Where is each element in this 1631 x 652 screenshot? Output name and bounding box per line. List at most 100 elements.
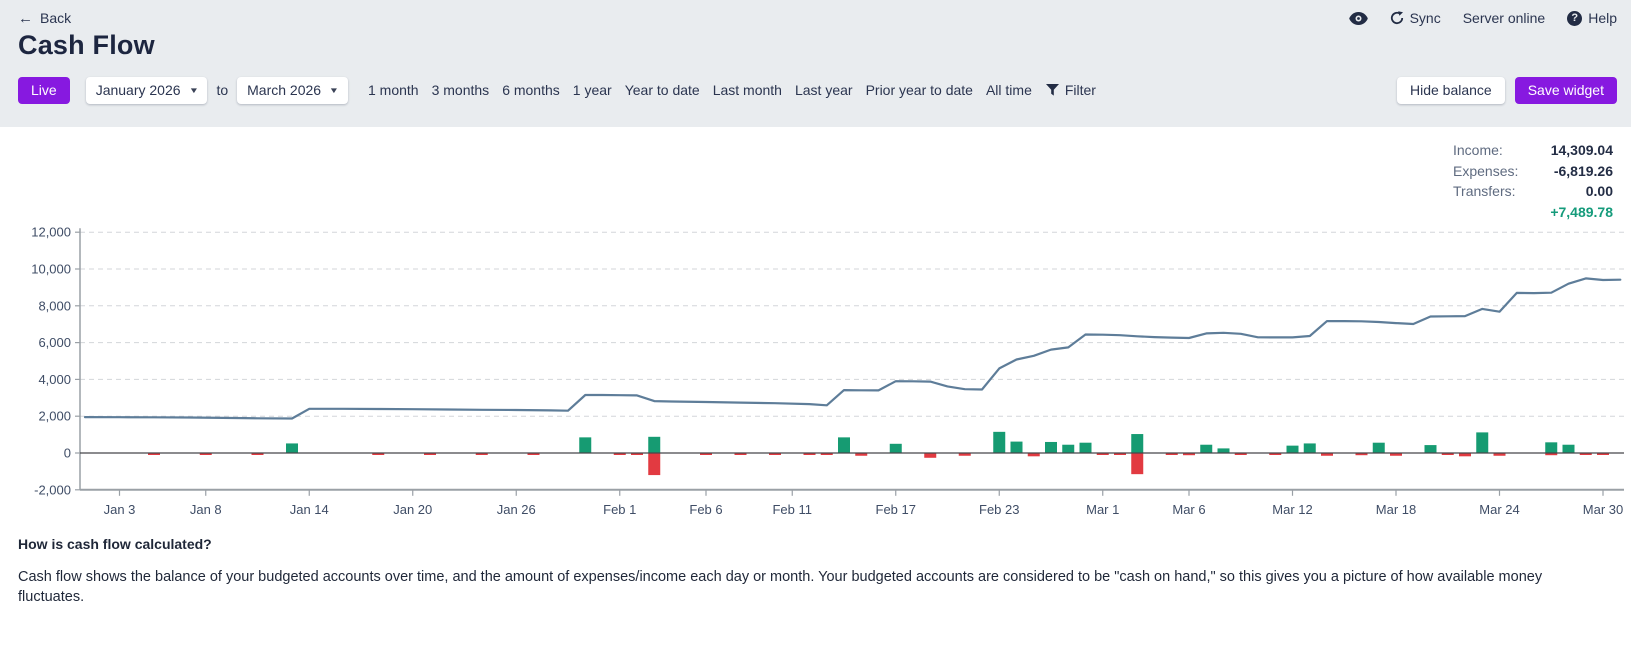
help-button[interactable]: ? Help	[1567, 10, 1617, 26]
range-link-prior-year-to-date[interactable]: Prior year to date	[865, 82, 973, 98]
balance-line	[83, 277, 1622, 420]
sync-button[interactable]: Sync	[1390, 10, 1441, 26]
summary-row: Transfers: 0.00	[1453, 181, 1613, 202]
report-toolbar: Live January 2026 ▼ to March 2026 ▼ 1 mo…	[18, 76, 1617, 104]
to-month-value: March 2026	[247, 82, 322, 98]
range-link-6-months[interactable]: 6 months	[502, 82, 560, 98]
explainer-heading: How is cash flow calculated?	[18, 536, 212, 552]
range-link-last-year[interactable]: Last year	[794, 82, 853, 98]
sync-label: Sync	[1409, 10, 1441, 26]
income-bar	[1062, 444, 1075, 453]
expenses-bar	[527, 453, 540, 455]
x-axis-label: Mar 30	[1583, 502, 1623, 517]
summary-row: Expenses: -6,819.26	[1453, 161, 1613, 182]
range-link-1-year[interactable]: 1 year	[572, 82, 612, 98]
range-link-year-to-date[interactable]: Year to date	[624, 82, 700, 98]
income-bar	[1079, 442, 1092, 453]
summary-label: Expenses:	[1453, 162, 1519, 179]
help-label: Help	[1588, 10, 1617, 26]
expenses-bar	[855, 453, 868, 456]
expenses-bar	[1114, 453, 1126, 455]
live-button[interactable]: Live	[18, 76, 70, 104]
x-axis-label: Jan 20	[393, 502, 432, 517]
summary-row: Income: 14,309.04	[1453, 140, 1613, 161]
x-axis-label: Feb 1	[603, 502, 636, 517]
income-bar	[1562, 444, 1575, 453]
expenses-bar	[1493, 453, 1506, 456]
expenses-bar	[1096, 453, 1109, 455]
income-bar	[648, 436, 661, 453]
range-link-last-month[interactable]: Last month	[712, 82, 782, 98]
summary-net-change: +7,489.78	[1550, 203, 1613, 220]
expenses-bar	[1234, 453, 1247, 455]
range-link-all-time[interactable]: All time	[985, 82, 1032, 98]
x-axis-label: Jan 8	[190, 502, 222, 517]
expenses-bar	[734, 453, 747, 455]
save-widget-button[interactable]: Save widget	[1514, 76, 1617, 104]
y-axis-label: 10,000	[31, 262, 71, 277]
income-bar	[1286, 445, 1299, 453]
income-bar	[1200, 444, 1213, 453]
income-bar	[889, 443, 902, 453]
summary-value: 0.00	[1585, 183, 1613, 199]
server-status[interactable]: Server online	[1462, 10, 1546, 26]
y-axis-label: 2,000	[38, 409, 71, 424]
x-axis-label: Jan 14	[290, 502, 329, 517]
from-month-select[interactable]: January 2026 ▼	[85, 76, 208, 104]
x-axis-label: Feb 17	[876, 502, 916, 517]
expenses-bar	[820, 453, 833, 455]
sync-icon	[1390, 11, 1403, 25]
income-bar	[1372, 442, 1385, 453]
page-title: Cash Flow	[18, 30, 155, 60]
x-axis-label: Mar 18	[1376, 502, 1416, 517]
cash-flow-chart[interactable]: -2,000 0 2,000 4,000 6,000 8,000 10,000 12,000 J…	[0, 212, 1631, 524]
chevron-down-icon: ▼	[328, 85, 340, 95]
expenses-bar	[148, 453, 160, 455]
x-axis-label: Mar 24	[1479, 502, 1519, 517]
range-to-label: to	[216, 82, 229, 98]
privacy-eye-button[interactable]	[1348, 11, 1368, 25]
income-bar	[993, 431, 1006, 453]
explainer-body: Cash flow shows the balance of your budg…	[18, 569, 1543, 605]
x-axis-label: Jan 3	[104, 502, 136, 517]
income-bar	[1010, 441, 1023, 453]
back-arrow-icon: ←	[18, 9, 33, 27]
report-header: ← Back Sync Ser	[0, 0, 1631, 127]
expenses-bar	[424, 453, 436, 455]
y-axis-label: 6,000	[38, 335, 71, 350]
income-bar	[286, 443, 298, 453]
hide-balance-button[interactable]: Hide balance	[1396, 76, 1505, 104]
filter-label: Filter	[1064, 82, 1096, 98]
expenses-bar	[199, 453, 212, 455]
expenses-bar	[769, 453, 781, 455]
summary-label: Transfers:	[1453, 183, 1516, 199]
expenses-bar	[958, 453, 971, 456]
range-link-3-months[interactable]: 3 months	[431, 82, 490, 98]
expenses-bar	[1441, 453, 1454, 455]
back-link[interactable]: ← Back	[18, 10, 71, 27]
expenses-bar	[803, 453, 816, 455]
to-month-select[interactable]: March 2026 ▼	[237, 76, 348, 104]
expenses-bar	[1027, 453, 1040, 457]
income-bar	[1476, 432, 1489, 453]
income-bar	[838, 437, 850, 453]
x-axis-label: Feb 11	[772, 502, 812, 517]
range-link-1-month[interactable]: 1 month	[368, 82, 419, 98]
expenses-bar	[613, 453, 626, 455]
expenses-bar	[251, 453, 264, 455]
x-axis-label: Feb 6	[689, 502, 722, 517]
expenses-bar	[1579, 453, 1592, 455]
expenses-bar	[1321, 453, 1333, 456]
filter-button[interactable]: Filter	[1045, 82, 1096, 98]
y-axis-label: 12,000	[31, 225, 71, 240]
expenses-bar	[631, 453, 643, 455]
x-axis-label: Mar 1	[1086, 502, 1119, 517]
income-bar	[1303, 443, 1316, 453]
x-axis-label: Mar 6	[1172, 502, 1205, 517]
expenses-bar	[700, 453, 712, 455]
chevron-down-icon: ▼	[188, 85, 199, 95]
y-axis-label: -2,000	[34, 482, 71, 497]
y-axis-label: 4,000	[38, 372, 71, 387]
toolbar-right: Hide balance Save widget	[1396, 76, 1617, 104]
